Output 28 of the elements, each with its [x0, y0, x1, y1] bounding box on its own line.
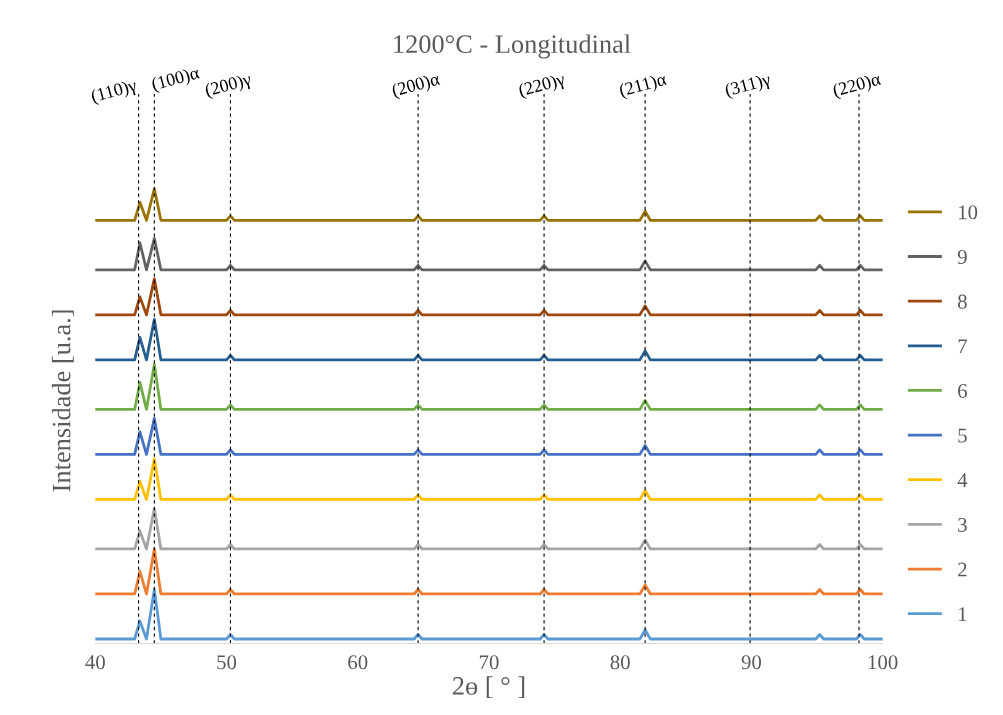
ref-line-label: (311)γ	[724, 72, 773, 100]
x-tick-label: 50	[217, 655, 237, 670]
legend-label: 1	[959, 607, 967, 621]
x-tick-label: 80	[610, 655, 630, 670]
ref-line-label: (211)α	[618, 72, 668, 101]
x-tick-label: 100	[868, 655, 898, 670]
legend-label: 6	[958, 383, 967, 398]
x-axis-title: 2ɵ [ ° ]	[452, 676, 525, 699]
legend-label: 7	[958, 339, 967, 354]
x-tick-label: 70	[479, 655, 499, 670]
y-axis-title: Intensidade [u.a.]	[51, 310, 74, 492]
legend-label: 2	[958, 562, 967, 577]
legend-label: 4	[957, 473, 968, 488]
chart-title: 1200°C - Longitudinal	[394, 34, 631, 59]
x-tick-label: 90	[741, 655, 762, 670]
x-tick-label: 60	[348, 655, 368, 670]
ref-line-label: (100)α	[150, 65, 201, 94]
ref-line-label: (200)γ	[204, 72, 253, 100]
x-tick-label: 40	[85, 655, 105, 670]
ref-line-label: (200)α	[391, 72, 442, 101]
legend-label: 8	[957, 294, 967, 309]
ref-line-label: (220)γ	[517, 72, 567, 100]
ref-line-label: (220)α	[832, 72, 883, 101]
legend-label: 5	[958, 428, 967, 443]
ref-line-label: (110)γ	[90, 78, 139, 106]
legend-label: 10	[959, 205, 978, 220]
legend-label: 9	[957, 250, 967, 265]
legend-label: 3	[958, 517, 967, 532]
